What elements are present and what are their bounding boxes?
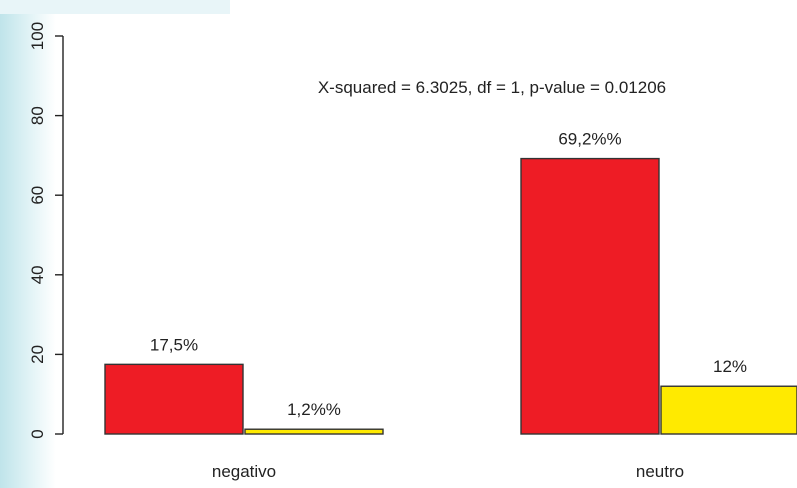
y-tick-label: 40 (28, 265, 47, 284)
bar-value-label: 69,2%% (558, 130, 621, 149)
bar-value-label: 12% (713, 357, 747, 376)
bar-value-label: 17,5% (150, 335, 198, 354)
y-tick-label: 20 (28, 345, 47, 364)
bars (105, 159, 797, 434)
bar (245, 429, 383, 434)
category-label: negativo (212, 462, 276, 481)
test-statistic-annotation: X-squared = 6.3025, df = 1, p-value = 0.… (318, 78, 666, 97)
bar (105, 364, 243, 434)
y-tick-label: 80 (28, 106, 47, 125)
y-tick-label: 100 (28, 22, 47, 50)
bar (521, 159, 659, 434)
bar-value-label: 1,2%% (287, 400, 341, 419)
y-tick-label: 60 (28, 186, 47, 205)
bar (661, 386, 797, 434)
category-labels: negativo neutro (212, 462, 684, 481)
y-axis: 0 20 40 60 80 100 (28, 22, 63, 439)
y-tick-label: 0 (28, 429, 47, 438)
category-label: neutro (636, 462, 684, 481)
